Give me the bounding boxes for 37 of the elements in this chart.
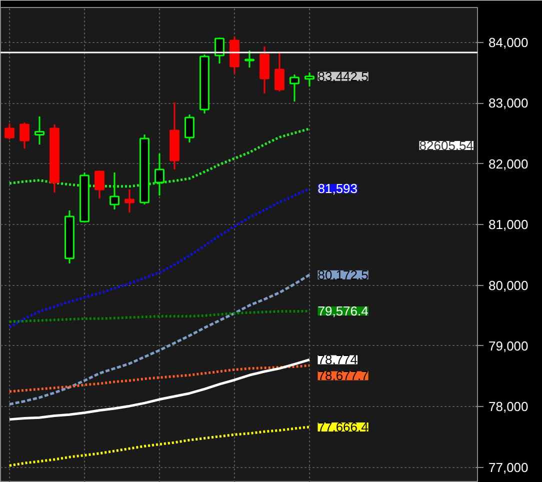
line-series [8, 358, 311, 421]
y-tick-label: 79,000 [488, 338, 528, 354]
candlestick [94, 170, 104, 200]
y-tick-label: 77,000 [488, 460, 528, 475]
y-tick-label: 80,000 [488, 278, 528, 293]
candlestick [290, 74, 300, 102]
candlestick [4, 122, 14, 140]
y-tick-label: 82,000 [488, 156, 528, 172]
data-label: 79,576.4 [318, 304, 368, 319]
text: 83,442.5 [318, 68, 368, 84]
candlestick [110, 172, 120, 210]
candlestick [244, 50, 254, 68]
candlestick [124, 188, 134, 214]
candlestick [184, 114, 194, 144]
candlestick [34, 116, 44, 146]
line-series [8, 127, 311, 188]
candlestick [274, 50, 284, 92]
candlestick [20, 122, 30, 150]
candlestick [214, 36, 224, 64]
data-label: 80,172.5 [318, 267, 368, 282]
line-series [8, 426, 311, 467]
data-label: 78,677.7 [318, 368, 368, 384]
y-tick-label: 84,000 [488, 35, 528, 50]
candlestick [154, 152, 164, 196]
y-tick-label: 78,000 [488, 399, 528, 414]
line-series [8, 187, 311, 328]
data-label: 81,593 [318, 181, 358, 196]
text: 82605.54 [419, 138, 474, 153]
data-label: 77,666.4 [318, 419, 368, 434]
line-series [8, 310, 311, 323]
y-tick-label: 81,000 [488, 217, 528, 232]
y-tick-label: 83,000 [488, 96, 528, 111]
line-series [8, 274, 311, 406]
line-series [8, 364, 311, 393]
candlestick [260, 46, 270, 94]
candlestick [304, 72, 314, 88]
data-label: 78,774 [318, 352, 358, 368]
